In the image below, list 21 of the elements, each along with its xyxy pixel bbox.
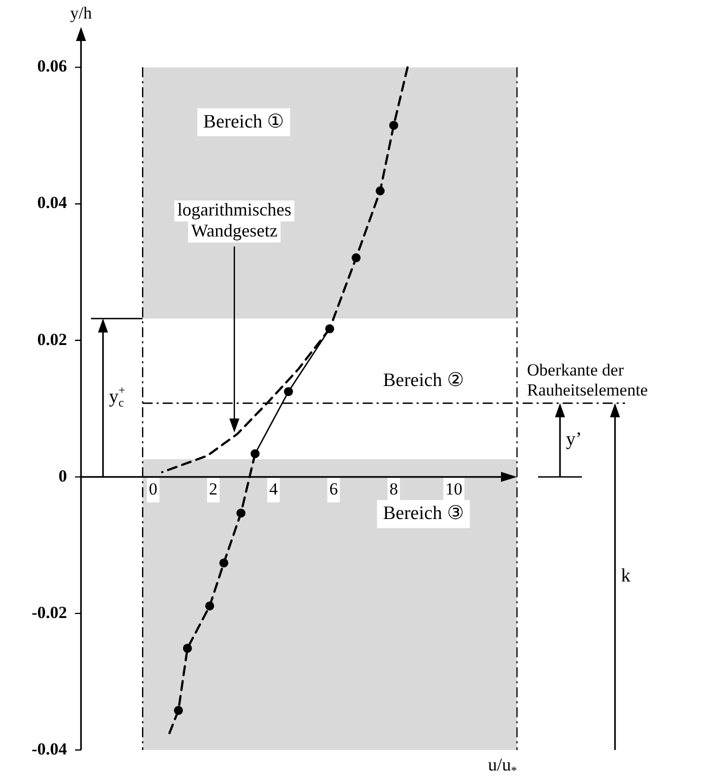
x-tick-label: 4 xyxy=(269,480,278,499)
ref-line-label: Oberkante der Rauheitselemente xyxy=(527,360,648,400)
band-label: Bereich ① xyxy=(203,111,284,132)
band-label: Bereich ③ xyxy=(382,503,464,524)
y-tick-label: 0.06 xyxy=(37,56,67,76)
text: k xyxy=(621,566,631,587)
y-tick-label: 0.04 xyxy=(37,193,68,212)
y-tick-label: -0.04 xyxy=(32,739,68,758)
annotation: logarithmisches Wandgesetz xyxy=(177,199,292,240)
y-tick-label: 0.02 xyxy=(37,330,67,349)
x-tick-label: 6 xyxy=(329,480,338,499)
y-tick-label: -0.02 xyxy=(32,602,67,622)
x-tick-label: 2 xyxy=(209,480,218,499)
text: y’ xyxy=(566,429,582,450)
x-tick-label: 10 xyxy=(445,480,462,499)
annotation: Bereich ② xyxy=(382,370,464,391)
x-axis-title: u/u* xyxy=(488,754,517,776)
y-tick-label: 0 xyxy=(58,466,67,486)
x-tick-label: 0 xyxy=(148,480,158,499)
y-axis-title: y/h xyxy=(70,3,92,22)
x-tick-label: 8 xyxy=(389,480,398,499)
